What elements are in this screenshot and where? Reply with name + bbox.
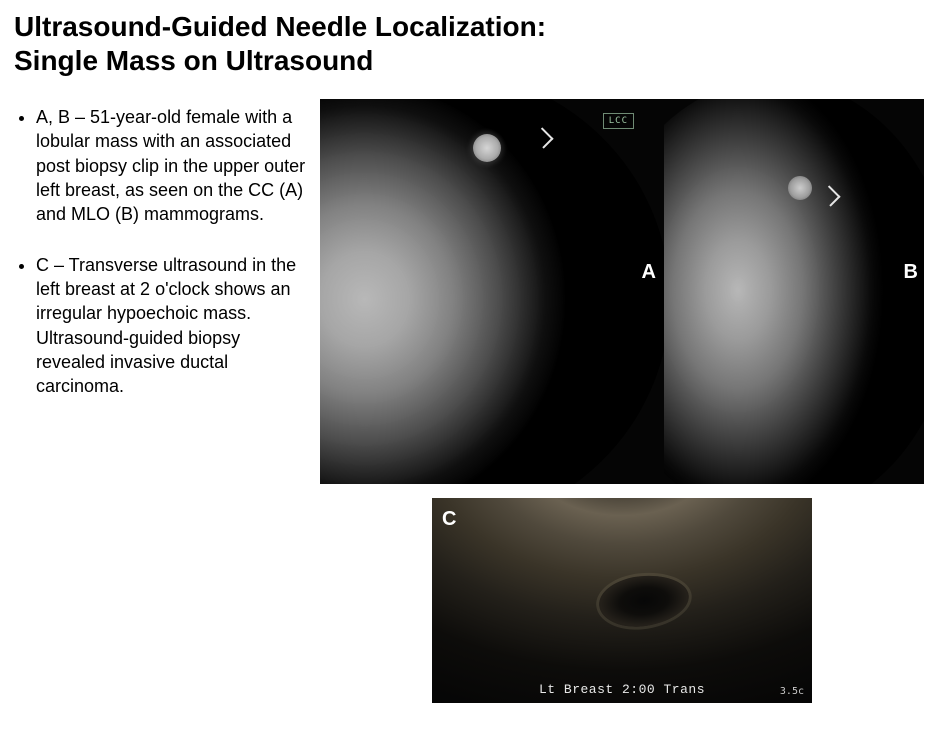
panel-b-mammogram-mlo: B [664,99,924,484]
page-title: Ultrasound-Guided Needle Localization: S… [14,10,930,77]
bullet-list: A, B – 51-year-old female with a lobular… [14,105,314,398]
tissue-shape-a [320,99,664,484]
panel-a-mammogram-cc: LCC A [320,99,664,484]
image-column: LCC A B C Lt Breast 2:00 Trans 3.5c [314,99,930,703]
panel-label-c: C [442,508,456,531]
ultrasound-caption: Lt Breast 2:00 Trans [432,682,812,697]
text-column: A, B – 51-year-old female with a lobular… [14,99,314,424]
panel-label-a: A [642,261,656,284]
bullet-item: C – Transverse ultrasound in the left br… [36,253,314,399]
ultrasound-scale: 3.5c [780,686,804,697]
panel-label-b: B [904,261,918,284]
mammogram-pair: LCC A B [320,99,924,484]
title-line-1: Ultrasound-Guided Needle Localization: [14,11,546,42]
title-line-2: Single Mass on Ultrasound [14,45,373,76]
panel-c-ultrasound: C Lt Breast 2:00 Trans 3.5c [432,498,812,703]
bullet-item: A, B – 51-year-old female with a lobular… [36,105,314,226]
view-badge-lcc: LCC [603,113,634,129]
content-row: A, B – 51-year-old female with a lobular… [14,99,930,703]
tissue-shape-b [664,99,924,484]
slide: Ultrasound-Guided Needle Localization: S… [0,0,944,742]
